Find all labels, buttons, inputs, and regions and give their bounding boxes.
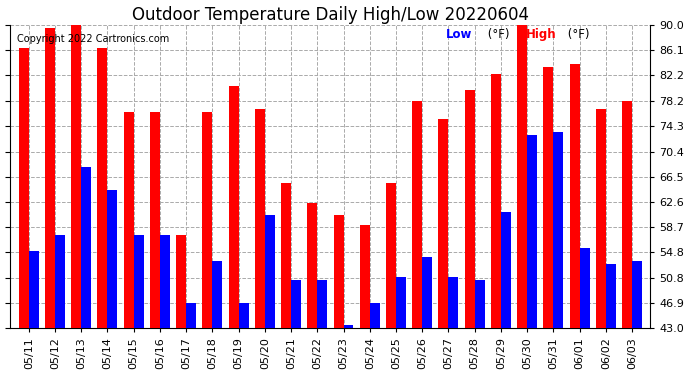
Bar	[81, 167, 91, 328]
Bar	[213, 261, 222, 328]
Bar	[596, 109, 606, 328]
Bar	[527, 135, 537, 328]
Bar	[333, 216, 344, 328]
Bar	[281, 183, 291, 328]
Bar	[71, 25, 81, 328]
Text: (°F): (°F)	[484, 28, 509, 41]
Bar	[344, 325, 353, 328]
Bar	[553, 132, 563, 328]
Bar	[386, 183, 396, 328]
Bar	[255, 109, 265, 328]
Title: Outdoor Temperature Daily High/Low 20220604: Outdoor Temperature Daily High/Low 20220…	[132, 6, 529, 24]
Bar	[186, 303, 196, 328]
Text: Low: Low	[446, 28, 472, 41]
Bar	[606, 264, 615, 328]
Bar	[622, 101, 632, 328]
Bar	[239, 303, 248, 328]
Bar	[412, 101, 422, 328]
Bar	[438, 118, 449, 328]
Bar	[307, 202, 317, 328]
Bar	[45, 28, 55, 328]
Bar	[134, 235, 144, 328]
Bar	[97, 48, 108, 328]
Bar	[108, 190, 117, 328]
Text: (°F): (°F)	[564, 28, 589, 41]
Bar	[491, 74, 501, 328]
Bar	[176, 235, 186, 328]
Bar	[580, 248, 589, 328]
Bar	[124, 112, 134, 328]
Bar	[202, 112, 213, 328]
Bar	[19, 48, 29, 328]
Bar	[448, 277, 458, 328]
Bar	[544, 67, 553, 328]
Bar	[228, 86, 239, 328]
Bar	[396, 277, 406, 328]
Bar	[475, 280, 484, 328]
Bar	[518, 25, 527, 328]
Bar	[29, 251, 39, 328]
Bar	[150, 112, 160, 328]
Bar	[370, 303, 380, 328]
Bar	[501, 212, 511, 328]
Bar	[359, 225, 370, 328]
Text: High: High	[526, 28, 556, 41]
Text: Copyright 2022 Cartronics.com: Copyright 2022 Cartronics.com	[17, 34, 169, 44]
Bar	[464, 90, 475, 328]
Bar	[265, 216, 275, 328]
Bar	[291, 280, 301, 328]
Bar	[55, 235, 65, 328]
Bar	[570, 64, 580, 328]
Bar	[160, 235, 170, 328]
Bar	[317, 280, 327, 328]
Bar	[422, 257, 432, 328]
Bar	[632, 261, 642, 328]
